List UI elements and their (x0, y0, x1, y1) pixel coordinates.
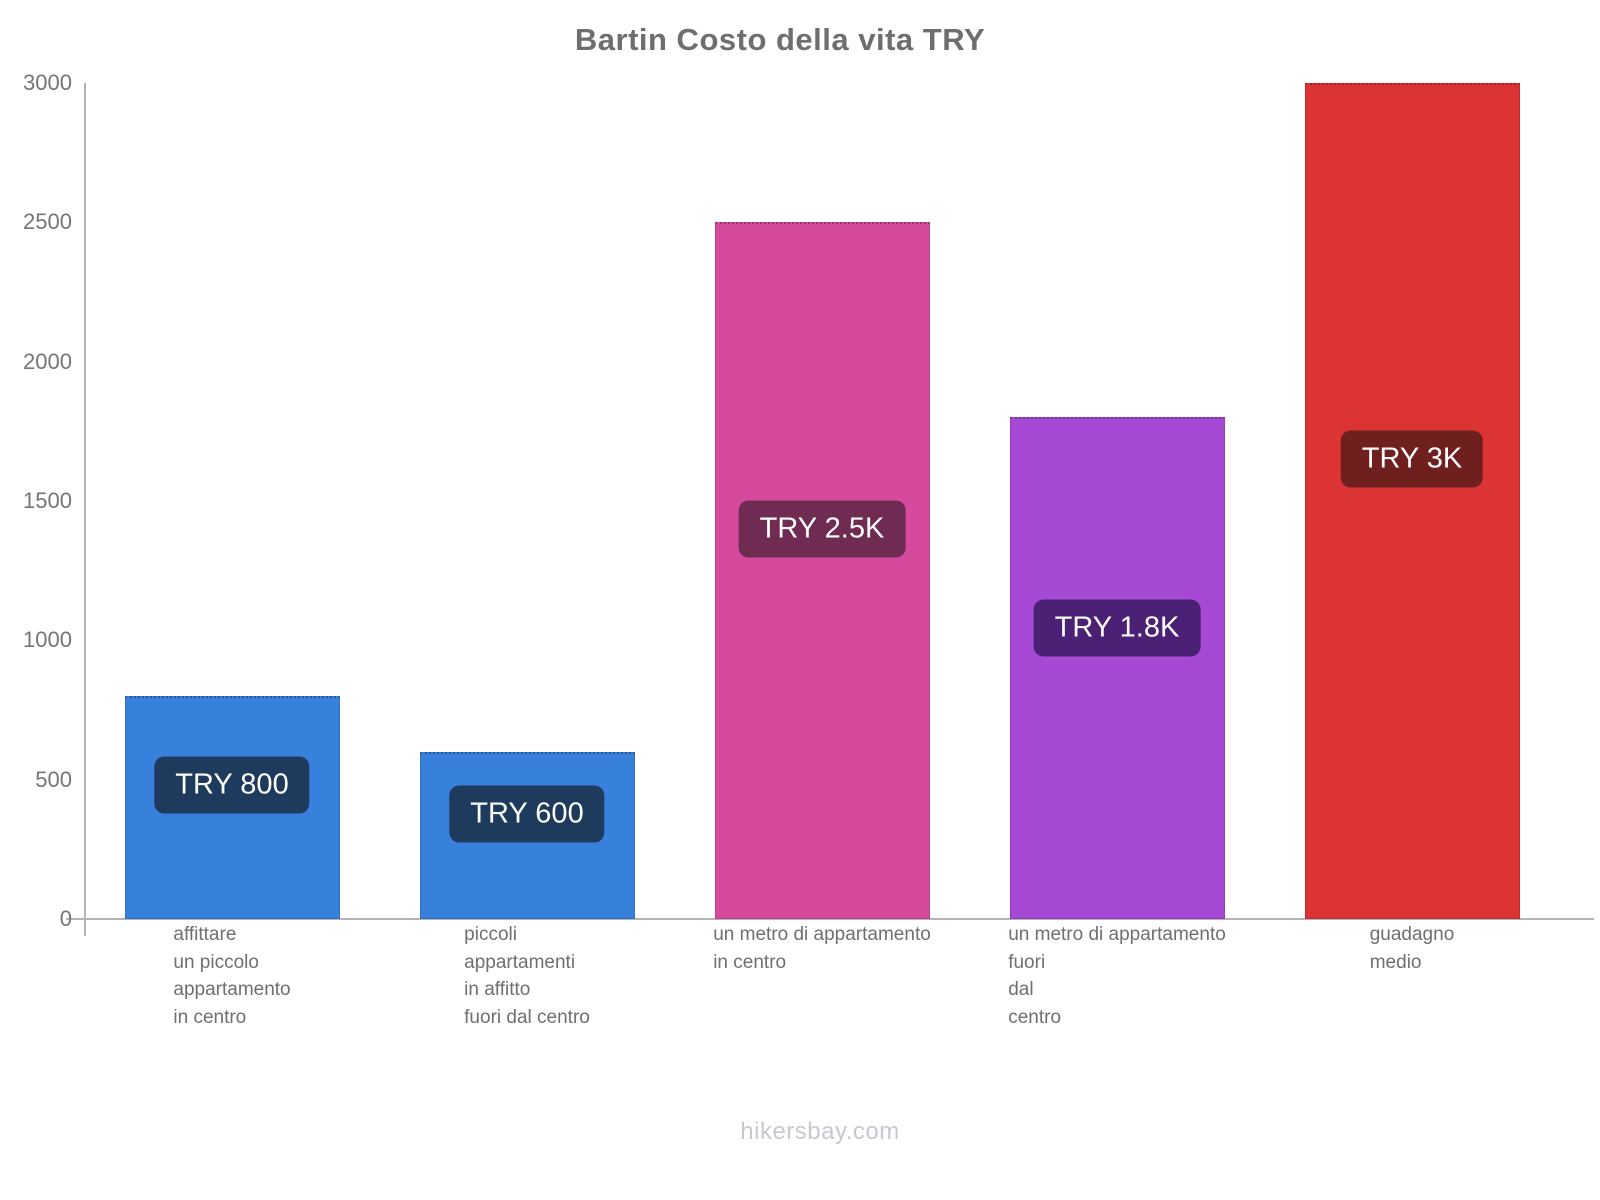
x-axis-label-4: un metro di appartamento fuori dal centro (1008, 921, 1226, 1031)
watermark-text: hikersbay.com (740, 1118, 900, 1145)
x-axis-label-line: un piccolo (173, 951, 259, 973)
value-badge-2: TRY 600 (449, 785, 605, 843)
x-axis-label-line: affittare (173, 924, 237, 945)
value-badge-5: TRY 3K (1340, 430, 1484, 488)
y-axis-line (84, 83, 86, 936)
x-axis-label-line: appartamenti (464, 951, 576, 973)
y-tick-label: 0 (59, 906, 72, 931)
bar-5 (1304, 83, 1520, 919)
x-axis-label-2: piccoli appartamenti in affitto fuori dal c… (464, 921, 590, 1031)
x-axis-label-line: fuori dal centro (464, 1006, 590, 1028)
x-axis-label-line: in centro (173, 1006, 247, 1028)
x-axis-label-line: in centro (713, 951, 787, 973)
x-axis-label-line: centro (1008, 1006, 1062, 1028)
y-tick-label: 1500 (23, 488, 72, 513)
x-axis-label-line: appartamento (173, 979, 291, 1000)
x-axis-label-5: guadagno medio (1370, 921, 1455, 976)
x-axis-label-line: guadagno (1369, 924, 1455, 945)
x-axis-baseline (66, 918, 1594, 920)
y-tick-label: 2500 (23, 209, 72, 235)
x-axis-label-line: in affitto (464, 979, 531, 1000)
x-axis-label-line: un metro di appartamento (713, 924, 931, 945)
y-tick-label: 2000 (23, 348, 72, 374)
value-badge-1: TRY 800 (154, 756, 310, 814)
x-axis-label-1: affittare un piccolo appartamento in centro (173, 921, 290, 1031)
x-axis-label-line: dal (1008, 979, 1034, 1000)
value-badge-3: TRY 2.5K (738, 500, 906, 558)
x-axis-label-line: un metro di appartamento (1008, 924, 1226, 945)
bar-3 (714, 222, 930, 919)
y-tick-label: 1000 (23, 627, 72, 653)
chart-title: Bartin Costo della vita TRY (574, 22, 986, 57)
y-tick-label: 3000 (23, 70, 72, 95)
value-badge-4: TRY 1.8K (1033, 599, 1201, 657)
x-axis-label-line: fuori (1008, 951, 1046, 973)
x-axis-label-3: un metro di appartamento in centro (713, 921, 931, 976)
y-tick-label: 500 (35, 766, 72, 792)
bar-4 (1009, 417, 1225, 919)
x-axis-label-line: medio (1369, 951, 1422, 973)
x-axis-label-line: piccoli (464, 924, 517, 945)
